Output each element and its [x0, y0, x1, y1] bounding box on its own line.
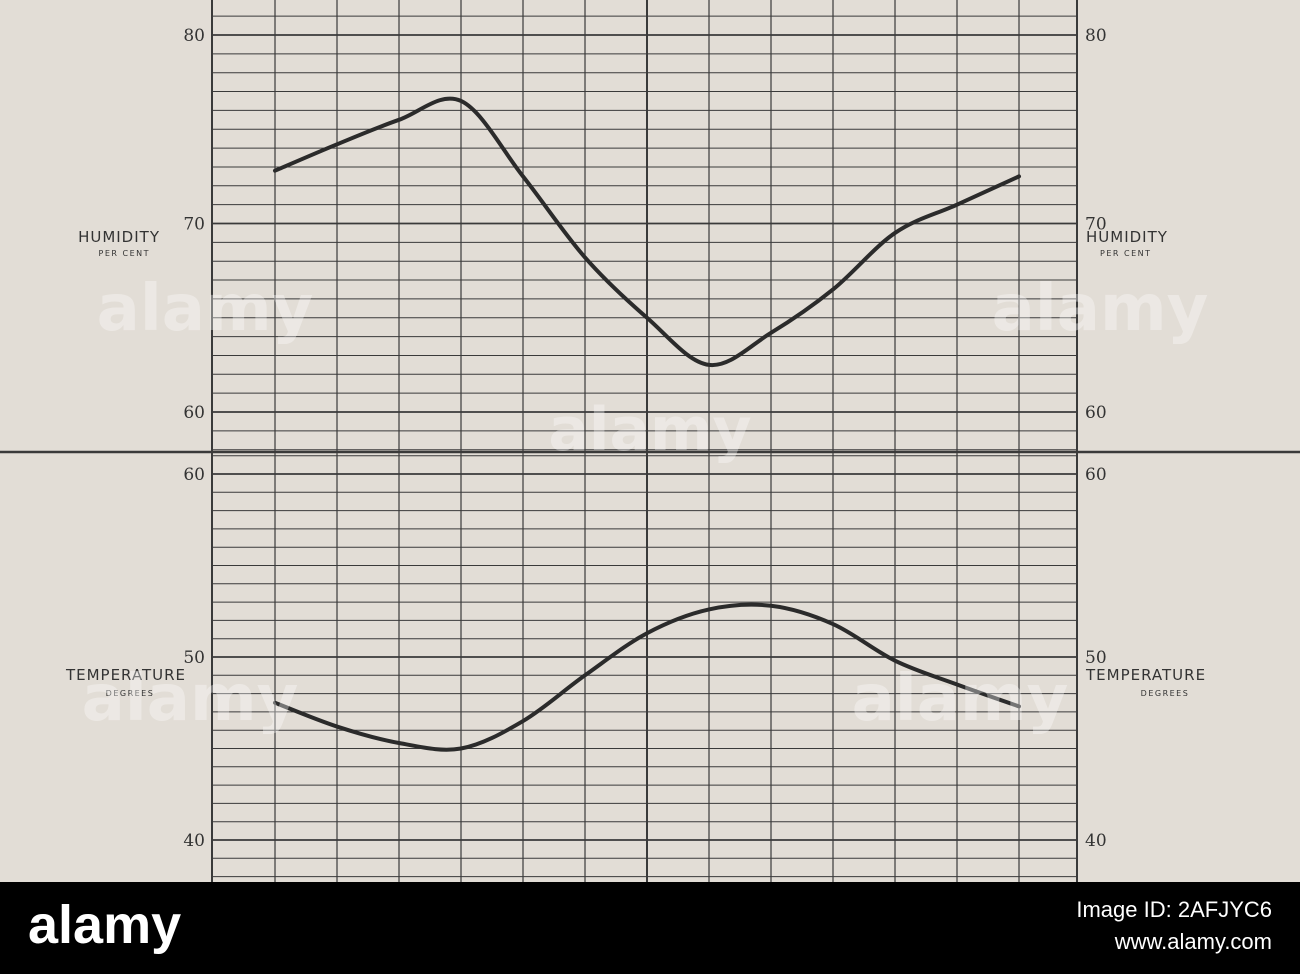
humidity-data-point [769, 331, 773, 335]
temperature-data-point [645, 632, 649, 635]
alamy-logo: alamy [28, 895, 182, 955]
humidity-data-point [831, 288, 835, 291]
y-tick-label-right: 40 [1085, 831, 1107, 851]
watermark-text: alamy [82, 662, 299, 736]
humidity-label-right: HUMIDITY [1086, 228, 1168, 246]
humidity-data-point [645, 316, 649, 319]
y-tick-label-right: 60 [1085, 403, 1107, 423]
humidity-data-point [397, 118, 401, 122]
temperature-unit-right: DEGREES [1141, 689, 1190, 698]
temperature-unit-left: DEGREES [106, 689, 155, 698]
y-tick-label-left: 60 [183, 465, 205, 485]
chart-tick-labels: 60 60 70 70 80 80 40 40 50 50 60 60 [183, 26, 1106, 851]
stock-url-text: www.alamy.com [1114, 929, 1272, 954]
y-tick-label-left: 70 [183, 215, 205, 235]
watermark-text: alamy [992, 272, 1209, 346]
y-tick-label-left: 60 [183, 403, 205, 423]
humidity-data-point [583, 256, 587, 259]
humidity-data-point [273, 169, 277, 172]
watermark: alamy alamy alamy alamy alamy [82, 272, 1209, 736]
humidity-data-point [335, 143, 339, 146]
temperature-data-point [955, 683, 959, 686]
chart-grid [211, 0, 1078, 882]
temperature-data-point [459, 747, 463, 750]
y-tick-label-left: 80 [183, 26, 205, 46]
y-tick-label-right: 70 [1085, 215, 1107, 235]
chart-figure: 60 60 70 70 80 80 40 40 50 50 60 60 HUMIDITY PER CE… [0, 0, 1300, 882]
watermark-text: alamy [548, 395, 751, 465]
temperature-data-point [831, 622, 835, 626]
humidity-unit-left: PER CENT [99, 249, 151, 258]
temperature-data-point [769, 604, 773, 607]
y-tick-label-left: 40 [183, 831, 205, 851]
humidity-data-point [893, 231, 897, 235]
humidity-unit-right: PER CENT [1100, 249, 1152, 258]
temperature-data-point [707, 608, 711, 611]
stock-image-info: Image ID: 2AFJYC6 www.alamy.com [1076, 894, 1272, 958]
watermark-text: alamy [852, 662, 1069, 736]
stock-photo-bar: alamy Image ID: 2AFJYC6 www.alamy.com [0, 882, 1300, 974]
y-tick-label-left: 50 [183, 648, 205, 668]
temperature-data-point [397, 741, 401, 745]
temperature-data-point [1017, 705, 1021, 708]
temperature-data-point [335, 725, 339, 728]
humidity-label-left: HUMIDITY [78, 228, 160, 246]
humidity-data-point [459, 99, 463, 103]
image-id-text: Image ID: 2AFJYC6 [1076, 897, 1272, 922]
humidity-data-point [521, 175, 525, 178]
humidity-series-line [273, 96, 1021, 367]
temperature-label-left: TEMPERATURE [65, 666, 186, 684]
chart-curves [273, 96, 1021, 752]
temperature-data-point [583, 674, 587, 677]
y-tick-label-right: 60 [1085, 465, 1107, 485]
humidity-data-point [707, 363, 711, 367]
temperature-label-right: TEMPERATURE [1085, 666, 1206, 684]
watermark-text: alamy [97, 272, 314, 346]
temperature-data-point [521, 719, 525, 723]
temperature-data-point [893, 659, 897, 662]
temperature-data-point [273, 701, 277, 704]
humidity-data-point [1017, 175, 1021, 178]
humidity-data-point [955, 203, 959, 206]
y-tick-label-right: 50 [1085, 648, 1107, 668]
y-tick-label-right: 80 [1085, 26, 1107, 46]
